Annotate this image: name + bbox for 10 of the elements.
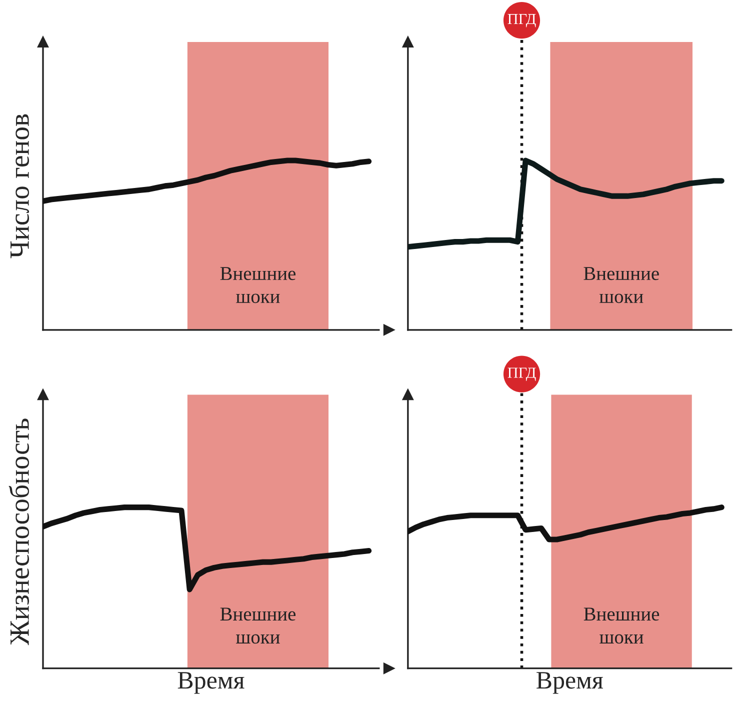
annotation: Внешние шоки <box>220 608 296 644</box>
annotation: Внешние шоки <box>220 267 296 304</box>
y-axis-title: Жизнеспособность <box>8 418 30 646</box>
annotation: Внешние шоки <box>584 267 659 304</box>
text: ПГД <box>508 368 536 381</box>
text: ПГД <box>508 14 536 28</box>
x-axis-title: Время <box>178 672 244 694</box>
x-axis-title: Время <box>536 672 603 694</box>
y-axis-title: Число генов <box>10 114 30 258</box>
annotation: Внешние шоки <box>584 608 660 644</box>
